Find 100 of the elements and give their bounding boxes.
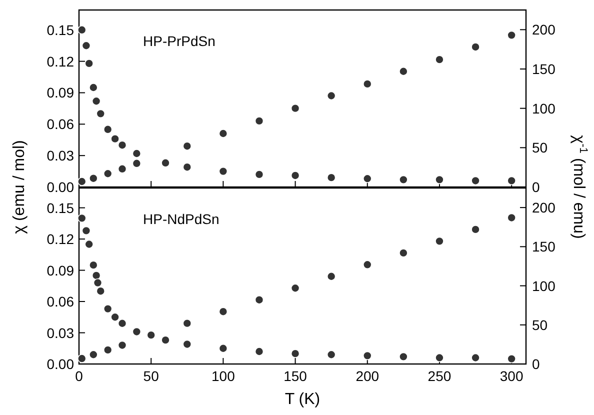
y-tick-label: 0.15 <box>46 22 74 38</box>
y-tick-label: 0.15 <box>46 200 74 216</box>
point <box>77 177 86 186</box>
point <box>435 236 444 246</box>
point <box>103 169 112 178</box>
point <box>326 173 336 182</box>
y2-tick-label: 200 <box>532 22 556 38</box>
point <box>92 271 101 280</box>
point <box>182 142 192 150</box>
point <box>89 350 98 360</box>
point <box>118 140 127 150</box>
y2-tick-label: 50 <box>532 316 548 333</box>
point <box>362 80 372 88</box>
x-tick-label: 200 <box>356 368 380 384</box>
point <box>118 318 127 328</box>
point <box>182 162 192 172</box>
point <box>507 176 516 186</box>
y2-tick-label: 100 <box>532 100 556 116</box>
y-tick-label: 0.09 <box>46 84 74 101</box>
point <box>435 353 444 362</box>
point <box>182 318 192 328</box>
y-tick-label: 0.03 <box>46 324 74 341</box>
point <box>399 352 408 362</box>
point <box>326 272 336 281</box>
y-tick-label: 0.06 <box>46 116 74 132</box>
point <box>103 124 112 134</box>
point <box>132 327 142 336</box>
point <box>471 42 480 52</box>
annotation: HP-NdPdSn <box>143 211 220 227</box>
y-tick-label: 0.03 <box>46 148 74 164</box>
point <box>118 340 127 350</box>
point <box>471 353 480 362</box>
point <box>218 307 228 316</box>
point <box>96 109 106 118</box>
point <box>254 295 264 304</box>
point <box>290 284 300 293</box>
point <box>326 91 336 100</box>
x-axis-title: T (K) <box>284 391 320 408</box>
x-tick-label: 100 <box>212 368 236 384</box>
point <box>435 55 444 64</box>
point <box>218 166 228 176</box>
point <box>82 41 91 50</box>
point <box>290 349 300 358</box>
point <box>103 304 112 314</box>
point <box>471 225 480 234</box>
point <box>161 336 170 344</box>
point <box>471 176 480 186</box>
point <box>89 260 98 270</box>
y2-tick-label: 100 <box>532 278 556 294</box>
point <box>399 66 408 76</box>
point <box>82 226 91 236</box>
y-tick-label: 0.09 <box>46 262 74 278</box>
point <box>362 351 372 360</box>
point <box>132 159 142 168</box>
point <box>435 175 444 184</box>
x-tick-label: 50 <box>143 368 160 384</box>
x-tick-label: 150 <box>284 368 308 384</box>
point <box>132 149 142 158</box>
y-tick-label: 0.12 <box>46 231 74 248</box>
y2-tick-label: 200 <box>532 200 556 216</box>
point <box>254 170 264 179</box>
point <box>362 174 372 184</box>
point <box>103 346 112 354</box>
y-axis-title: χ (emu / mol) <box>11 140 28 234</box>
y2-tick-label: 150 <box>532 238 556 255</box>
point <box>89 174 98 183</box>
point <box>507 30 516 40</box>
point <box>218 129 228 138</box>
point <box>84 59 94 68</box>
point <box>218 344 228 353</box>
point <box>96 286 106 296</box>
point <box>254 116 264 126</box>
annotation: HP-PrPdSn <box>143 33 216 49</box>
y-tick-label: 0.12 <box>46 53 74 70</box>
y-tick-label: 0.00 <box>46 179 74 195</box>
x-tick-label: 300 <box>500 368 524 384</box>
x-tick-label: 250 <box>428 368 452 384</box>
y2-tick-label: 0 <box>532 179 540 195</box>
point <box>89 83 98 92</box>
point <box>290 104 300 113</box>
point <box>93 278 102 288</box>
y2-tick-label: 150 <box>532 61 556 77</box>
point <box>399 248 408 258</box>
point <box>92 96 101 106</box>
point <box>182 340 192 349</box>
point <box>146 330 156 340</box>
point <box>77 214 86 223</box>
point <box>507 354 516 364</box>
point <box>362 260 372 270</box>
y-tick-label: 0.06 <box>46 294 74 310</box>
y-tick-label: 0.00 <box>46 356 74 372</box>
point <box>84 240 94 249</box>
point <box>254 347 264 356</box>
point <box>110 134 120 144</box>
point <box>77 354 86 363</box>
point <box>118 164 127 174</box>
x-tick-label: 0 <box>75 368 84 384</box>
point <box>77 26 86 34</box>
point <box>326 350 336 360</box>
point <box>110 312 120 322</box>
